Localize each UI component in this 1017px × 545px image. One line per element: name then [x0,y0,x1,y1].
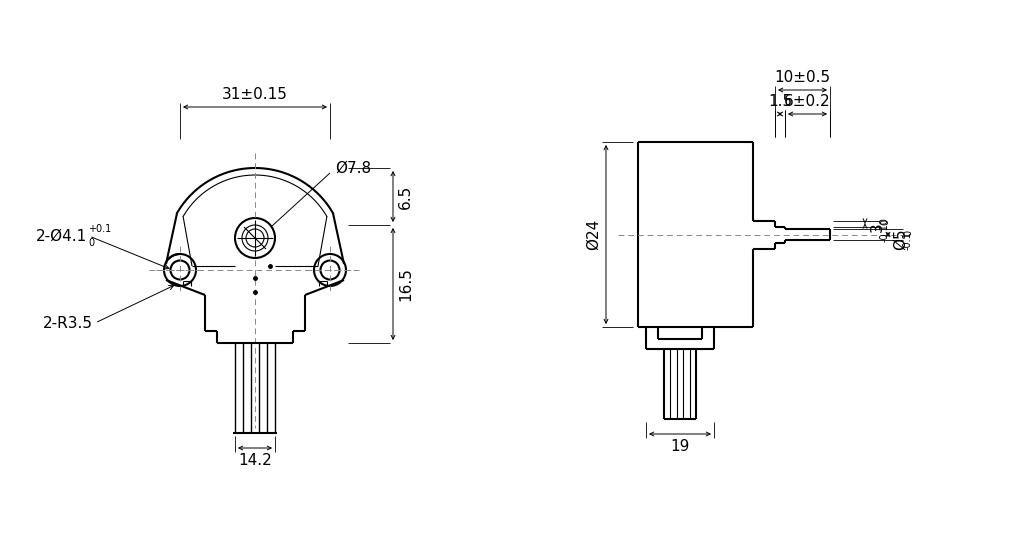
Text: +0.1: +0.1 [88,224,111,234]
Text: 14.2: 14.2 [238,453,272,468]
Text: Ø5: Ø5 [893,229,908,250]
Text: 2-R3.5: 2-R3.5 [43,316,93,330]
Text: -0.10: -0.10 [880,217,890,242]
Text: 0: 0 [903,229,913,235]
Text: 19: 19 [670,439,690,454]
Text: -0.1: -0.1 [903,231,913,250]
Text: 6±0.2: 6±0.2 [784,94,831,109]
Text: 10±0.5: 10±0.5 [774,70,831,85]
Text: Ø7.8: Ø7.8 [335,160,371,175]
Text: 31±0.15: 31±0.15 [222,87,288,102]
Text: 6.5: 6.5 [398,184,413,209]
Text: Ø24: Ø24 [586,219,601,250]
Text: 3: 3 [870,222,885,232]
Text: 16.5: 16.5 [398,267,413,301]
Text: 1.5: 1.5 [768,94,792,109]
Text: 0: 0 [88,238,95,248]
Text: 2-Ø4.1: 2-Ø4.1 [36,228,87,244]
Text: 0: 0 [880,219,890,225]
